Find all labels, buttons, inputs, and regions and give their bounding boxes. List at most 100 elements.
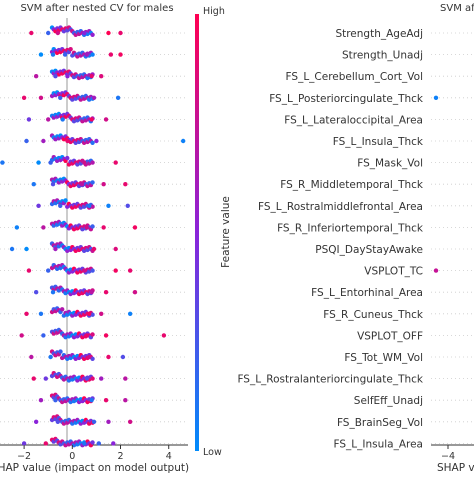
left-shap-point: [90, 312, 95, 317]
left-points-layer: [0, 25, 186, 448]
left-shap-point: [89, 290, 94, 295]
left-shap-point: [90, 180, 95, 185]
left-shap-point: [103, 398, 109, 403]
left-x-ticks: −2 0 2 4: [17, 445, 172, 462]
left-shap-point: [62, 52, 68, 57]
left-shap-point: [41, 138, 46, 144]
feature-label: FS_Mask_Vol: [357, 158, 423, 170]
feature-label: FS_L_Cerebellum_Cort_Vol: [286, 71, 423, 83]
left-shap-point: [90, 356, 95, 361]
colorbar-gradient: [195, 14, 199, 451]
left-shap-point: [48, 354, 53, 360]
left-row-gridlines: [0, 32, 188, 444]
left-shap-point: [24, 246, 29, 252]
feature-label: FS_L_Rostralanteriorcingulate_Thck: [237, 374, 423, 386]
left-shap-point: [65, 138, 70, 144]
left-shap-point: [43, 376, 48, 381]
feature-label: FS_L_Insula_Thck: [333, 136, 424, 148]
left-shap-point: [33, 290, 39, 295]
left-shap-point: [106, 203, 111, 208]
left-shap-point: [99, 376, 104, 381]
left-shap-point: [9, 246, 15, 252]
left-shap-point: [123, 182, 128, 187]
left-shap-point: [26, 268, 32, 273]
feature-label: FS_R_Middletemporal_Thck: [280, 179, 424, 191]
left-shap-point: [82, 160, 87, 165]
left-shap-point: [41, 225, 46, 230]
left-shap-point: [38, 398, 44, 403]
left-shap-point: [48, 160, 53, 165]
feature-label: FS_R_Cuneus_Thck: [323, 309, 424, 321]
left-shap-point: [90, 140, 95, 145]
feature-value-colorbar: High Low Feature value: [195, 6, 232, 458]
left-x-tick-label: −2: [17, 451, 31, 462]
left-shap-point: [90, 440, 95, 445]
left-shap-point: [53, 74, 58, 79]
left-shap-point: [113, 160, 118, 165]
feature-label: FS_L_Entorhinal_Area: [311, 287, 423, 299]
left-shap-point: [89, 74, 94, 79]
colorbar-high-label: High: [203, 6, 225, 17]
left-shap-point: [58, 203, 63, 208]
left-shap-point: [89, 117, 94, 122]
left-shap-point: [14, 225, 20, 230]
left-shap-point: [41, 333, 46, 338]
left-shap-point: [46, 268, 51, 273]
left-shap-point: [101, 225, 106, 230]
left-shap-point: [118, 30, 123, 36]
feature-label: Strength_Unadj: [342, 50, 423, 62]
left-shap-point: [55, 419, 61, 424]
left-shap-point: [63, 198, 68, 203]
left-shap-point: [0, 160, 5, 165]
left-shap-point: [125, 203, 130, 208]
left-shap-point: [90, 52, 95, 57]
left-shap-point: [84, 333, 89, 338]
left-shap-point: [96, 441, 102, 446]
left-shap-point: [24, 311, 29, 316]
right-shap-point: [433, 95, 439, 101]
left-x-axis-label: SHAP value (impact on model output): [0, 462, 189, 474]
left-shap-point: [53, 246, 58, 252]
left-shap-point: [68, 47, 73, 52]
left-shap-point: [50, 290, 56, 295]
right-chart-title: SVM af: [440, 3, 474, 14]
left-shap-point: [21, 441, 27, 446]
left-shap-point: [82, 30, 87, 36]
right-x-tick-label: −4: [441, 451, 455, 462]
left-shap-point: [38, 311, 44, 316]
left-shap-point: [46, 30, 51, 36]
feature-label: FS_Tot_WM_Vol: [344, 352, 423, 364]
left-x-tick-label: 2: [117, 451, 123, 462]
left-shap-point: [106, 354, 111, 360]
feature-label: Strength_AgeAdj: [335, 28, 423, 40]
left-shap-point: [53, 398, 58, 403]
left-shap-point: [86, 354, 92, 360]
left-shap-point: [29, 30, 34, 36]
left-shap-point: [50, 52, 56, 57]
left-shap-point: [127, 268, 133, 273]
left-shap-point: [60, 117, 65, 122]
left-shap-point: [46, 117, 51, 122]
left-shap-point: [82, 441, 87, 446]
left-shap-point: [106, 30, 111, 36]
left-shap-point: [103, 333, 109, 338]
left-shap-point: [90, 32, 95, 37]
left-shap-point: [101, 182, 106, 187]
colorbar-low-label: Low: [203, 447, 222, 458]
left-shap-point: [132, 225, 138, 230]
left-shap-point: [113, 268, 118, 273]
left-shap-point: [111, 441, 116, 446]
left-shap-point: [65, 155, 70, 161]
left-shap-point: [59, 307, 65, 312]
left-shap-point: [31, 376, 36, 381]
right-feature-labels: Strength_AgeAdj Strength_Unadj FS_L_Cerebe…: [237, 28, 474, 450]
left-shap-point: [91, 246, 97, 252]
left-shap-point: [33, 419, 39, 424]
left-shap-point: [161, 333, 167, 338]
left-shap-point: [82, 268, 87, 273]
feature-label: FS_L_Insula_Area: [333, 438, 423, 450]
right-points-layer: [433, 95, 439, 273]
left-shap-point: [91, 419, 97, 424]
feature-label: FS_L_Lateraloccipital_Area: [284, 114, 423, 126]
